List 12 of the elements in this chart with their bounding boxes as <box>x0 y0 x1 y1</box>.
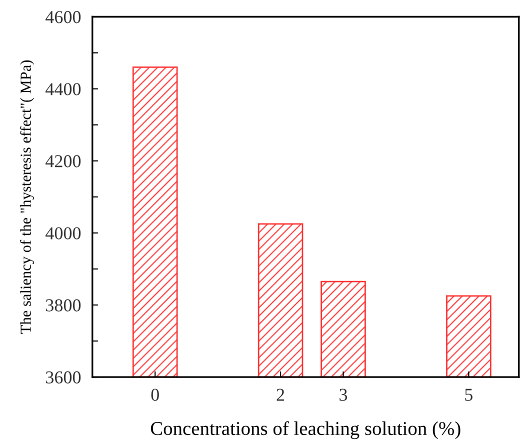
y-tick-label: 3800 <box>46 299 81 312</box>
y-tick-label: 4200 <box>46 155 81 168</box>
x-tick-label: 2 <box>276 388 284 401</box>
y-tick-label: 3600 <box>46 371 81 384</box>
x-tick-label: 5 <box>465 388 473 401</box>
y-tick-label: 4000 <box>46 227 81 240</box>
y-tick-label: 4600 <box>46 11 81 24</box>
x-axis-title: Concentrations of leaching solution (%) <box>150 421 460 440</box>
y-tick-label: 4400 <box>46 83 81 96</box>
x-tick-label: 3 <box>340 388 348 401</box>
y-axis-title: The saliency of the "hysteresis effect"( MPa) <box>20 60 34 334</box>
x-tick-label: 0 <box>151 388 159 401</box>
